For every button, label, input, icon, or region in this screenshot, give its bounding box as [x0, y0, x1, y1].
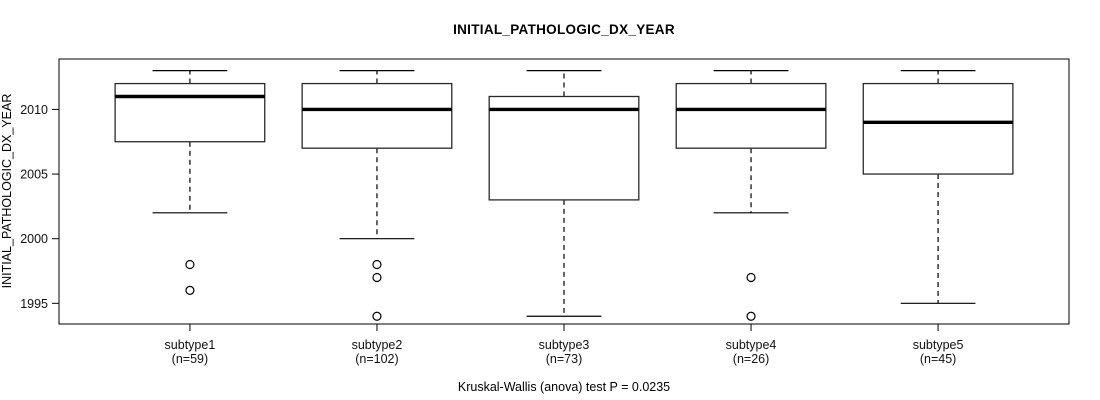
chart-title: INITIAL_PATHOLOGIC_DX_YEAR	[453, 22, 675, 37]
y-tick-label: 2005	[20, 168, 48, 182]
x-group-sublabel: (n=45)	[920, 352, 956, 366]
outlier-point	[372, 311, 382, 321]
x-group-label: subtype2	[352, 338, 403, 352]
x-group-label: subtype3	[539, 338, 590, 352]
outlier-point	[746, 311, 756, 321]
iqr-box	[862, 82, 1014, 175]
x-group-label: subtype4	[726, 338, 777, 352]
x-group-label: subtype5	[913, 338, 964, 352]
outlier-point	[746, 272, 756, 283]
x-group-sublabel: (n=73)	[546, 352, 582, 366]
outlier-point	[185, 259, 195, 270]
y-tick-label: 2000	[20, 232, 48, 246]
iqr-box	[301, 82, 453, 149]
x-group-label: subtype1	[165, 338, 216, 352]
x-group-sublabel: (n=26)	[733, 352, 769, 366]
x-group-sublabel: (n=59)	[172, 352, 208, 366]
iqr-box	[675, 82, 827, 149]
iqr-box	[488, 95, 640, 201]
kruskal-wallis-annotation: Kruskal-Wallis (anova) test P = 0.0235	[457, 380, 671, 394]
y-tick-label: 2010	[20, 103, 48, 117]
outlier-point	[185, 285, 195, 295]
x-group-sublabel: (n=102)	[355, 352, 398, 366]
outlier-point	[372, 272, 382, 283]
iqr-box	[114, 82, 266, 143]
outlier-point	[372, 259, 382, 270]
y-tick-label: 1995	[20, 297, 48, 311]
